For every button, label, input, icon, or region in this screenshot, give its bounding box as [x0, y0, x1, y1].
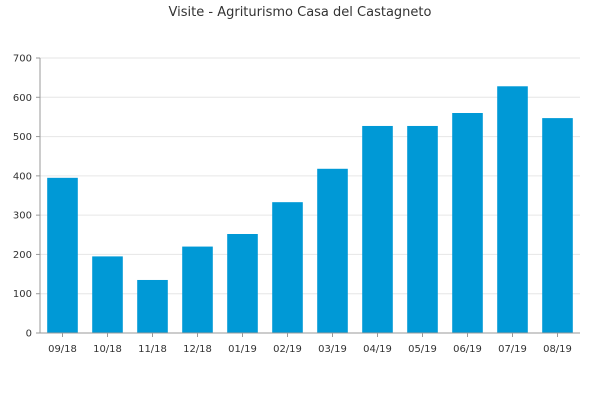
y-tick-label: 300: [13, 211, 32, 222]
bar-03-19: [317, 168, 348, 333]
bar-08-19: [542, 118, 573, 333]
y-tick-label: 600: [13, 93, 32, 104]
x-tick-label: 11/18: [138, 344, 167, 355]
y-tick-label: 500: [13, 132, 32, 143]
y-tick-label: 400: [13, 171, 32, 182]
y-tick-label: 100: [13, 289, 32, 300]
x-tick-label: 09/18: [48, 344, 77, 355]
bar-09-18: [47, 177, 78, 333]
x-tick-label: 01/19: [228, 344, 257, 355]
bar-07-19: [497, 86, 528, 334]
bar-01-19: [227, 234, 258, 333]
bar-11-18: [137, 279, 168, 333]
x-tick-label: 05/19: [408, 344, 437, 355]
x-tick-label: 12/18: [183, 344, 212, 355]
x-tick-label: 06/19: [453, 344, 482, 355]
axes: [36, 57, 580, 337]
bars: [47, 86, 573, 334]
chart-title: Visite - Agriturismo Casa del Castagneto: [169, 5, 432, 20]
x-tick-label: 02/19: [273, 344, 302, 355]
bar-05-19: [407, 125, 438, 333]
bar-12-18: [182, 246, 213, 333]
y-tick-label: 0: [26, 329, 32, 340]
y-tick-labels: 0 100 200 300 400 500 600 700: [13, 54, 32, 340]
bar-10-18: [92, 256, 123, 333]
y-tick-label: 700: [13, 54, 32, 65]
x-tick-label: 07/19: [498, 344, 527, 355]
x-tick-label: 04/19: [363, 344, 392, 355]
x-tick-labels: 09/18 10/18 11/18 12/18 01/19 02/19 03/19 04/19…: [48, 344, 572, 355]
bar-06-19: [452, 113, 483, 333]
gridlines: [40, 57, 580, 295]
x-tick-label: 08/19: [543, 344, 572, 355]
x-tick-label: 10/18: [93, 344, 122, 355]
bar-04-19: [362, 125, 393, 333]
x-tick-label: 03/19: [318, 344, 347, 355]
bar-02-19: [272, 202, 303, 333]
y-tick-label: 200: [13, 250, 32, 261]
